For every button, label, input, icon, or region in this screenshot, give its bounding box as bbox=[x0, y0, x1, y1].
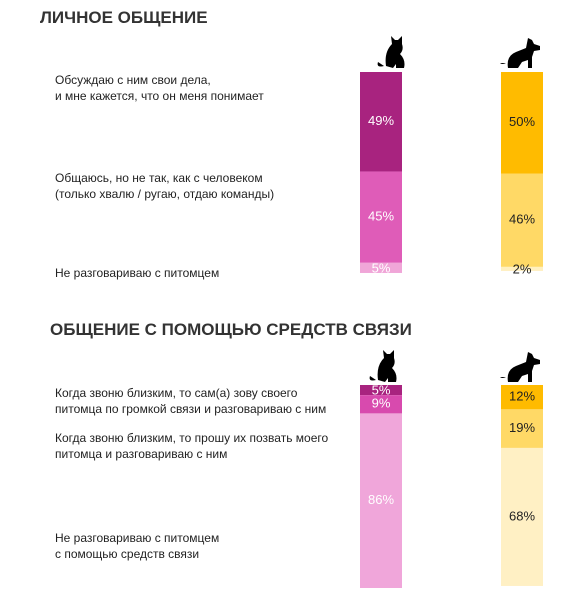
value-label: 12% bbox=[509, 389, 535, 404]
value-label: 49% bbox=[368, 113, 394, 128]
legend-label: Когда звоню близким, то прошу их позвать… bbox=[55, 431, 329, 461]
bar-segment bbox=[360, 72, 402, 172]
legend-label: Не разговариваю с питомцем с помощью сре… bbox=[55, 531, 220, 561]
bar-segment bbox=[501, 447, 543, 586]
bar-segment bbox=[501, 385, 543, 410]
value-label: 5% bbox=[372, 260, 391, 275]
bar-segment bbox=[360, 413, 402, 588]
legend-label: Когда звоню близким, то сам(а) зову свое… bbox=[55, 386, 327, 416]
cat-icon bbox=[369, 350, 397, 382]
bar-segment bbox=[501, 266, 543, 271]
value-label: 45% bbox=[368, 209, 394, 224]
value-label: 86% bbox=[368, 492, 394, 507]
bar-segment bbox=[360, 171, 402, 263]
legend-label: Общаюсь, но не так, как с человеком (тол… bbox=[55, 171, 275, 201]
cat-icon bbox=[377, 36, 405, 68]
bar-segment bbox=[360, 395, 402, 414]
bar-segment bbox=[501, 409, 543, 448]
value-label: 9% bbox=[372, 396, 391, 411]
value-label: 2% bbox=[513, 261, 532, 276]
bar-segment bbox=[360, 262, 402, 273]
dog-icon bbox=[500, 38, 540, 68]
legend-label: Не разговариваю с питомцем bbox=[55, 266, 220, 280]
bar-segment bbox=[360, 385, 402, 396]
section-title: ОБЩЕНИЕ С ПОМОЩЬЮ СРЕДСТВ СВЯЗИ bbox=[50, 320, 412, 339]
bar-segment bbox=[501, 173, 543, 267]
value-label: 19% bbox=[509, 420, 535, 435]
section-title: ЛИЧНОЕ ОБЩЕНИЕ bbox=[40, 8, 208, 27]
value-label: 50% bbox=[509, 114, 535, 129]
legend-label: Обсуждаю с ним свои дела, и мне кажется,… bbox=[55, 73, 264, 103]
value-label: 68% bbox=[509, 508, 535, 523]
dog-icon bbox=[500, 352, 540, 382]
bar-segment bbox=[501, 72, 543, 174]
value-label: 46% bbox=[509, 212, 535, 227]
icons bbox=[369, 36, 540, 382]
value-label: 5% bbox=[372, 383, 391, 398]
